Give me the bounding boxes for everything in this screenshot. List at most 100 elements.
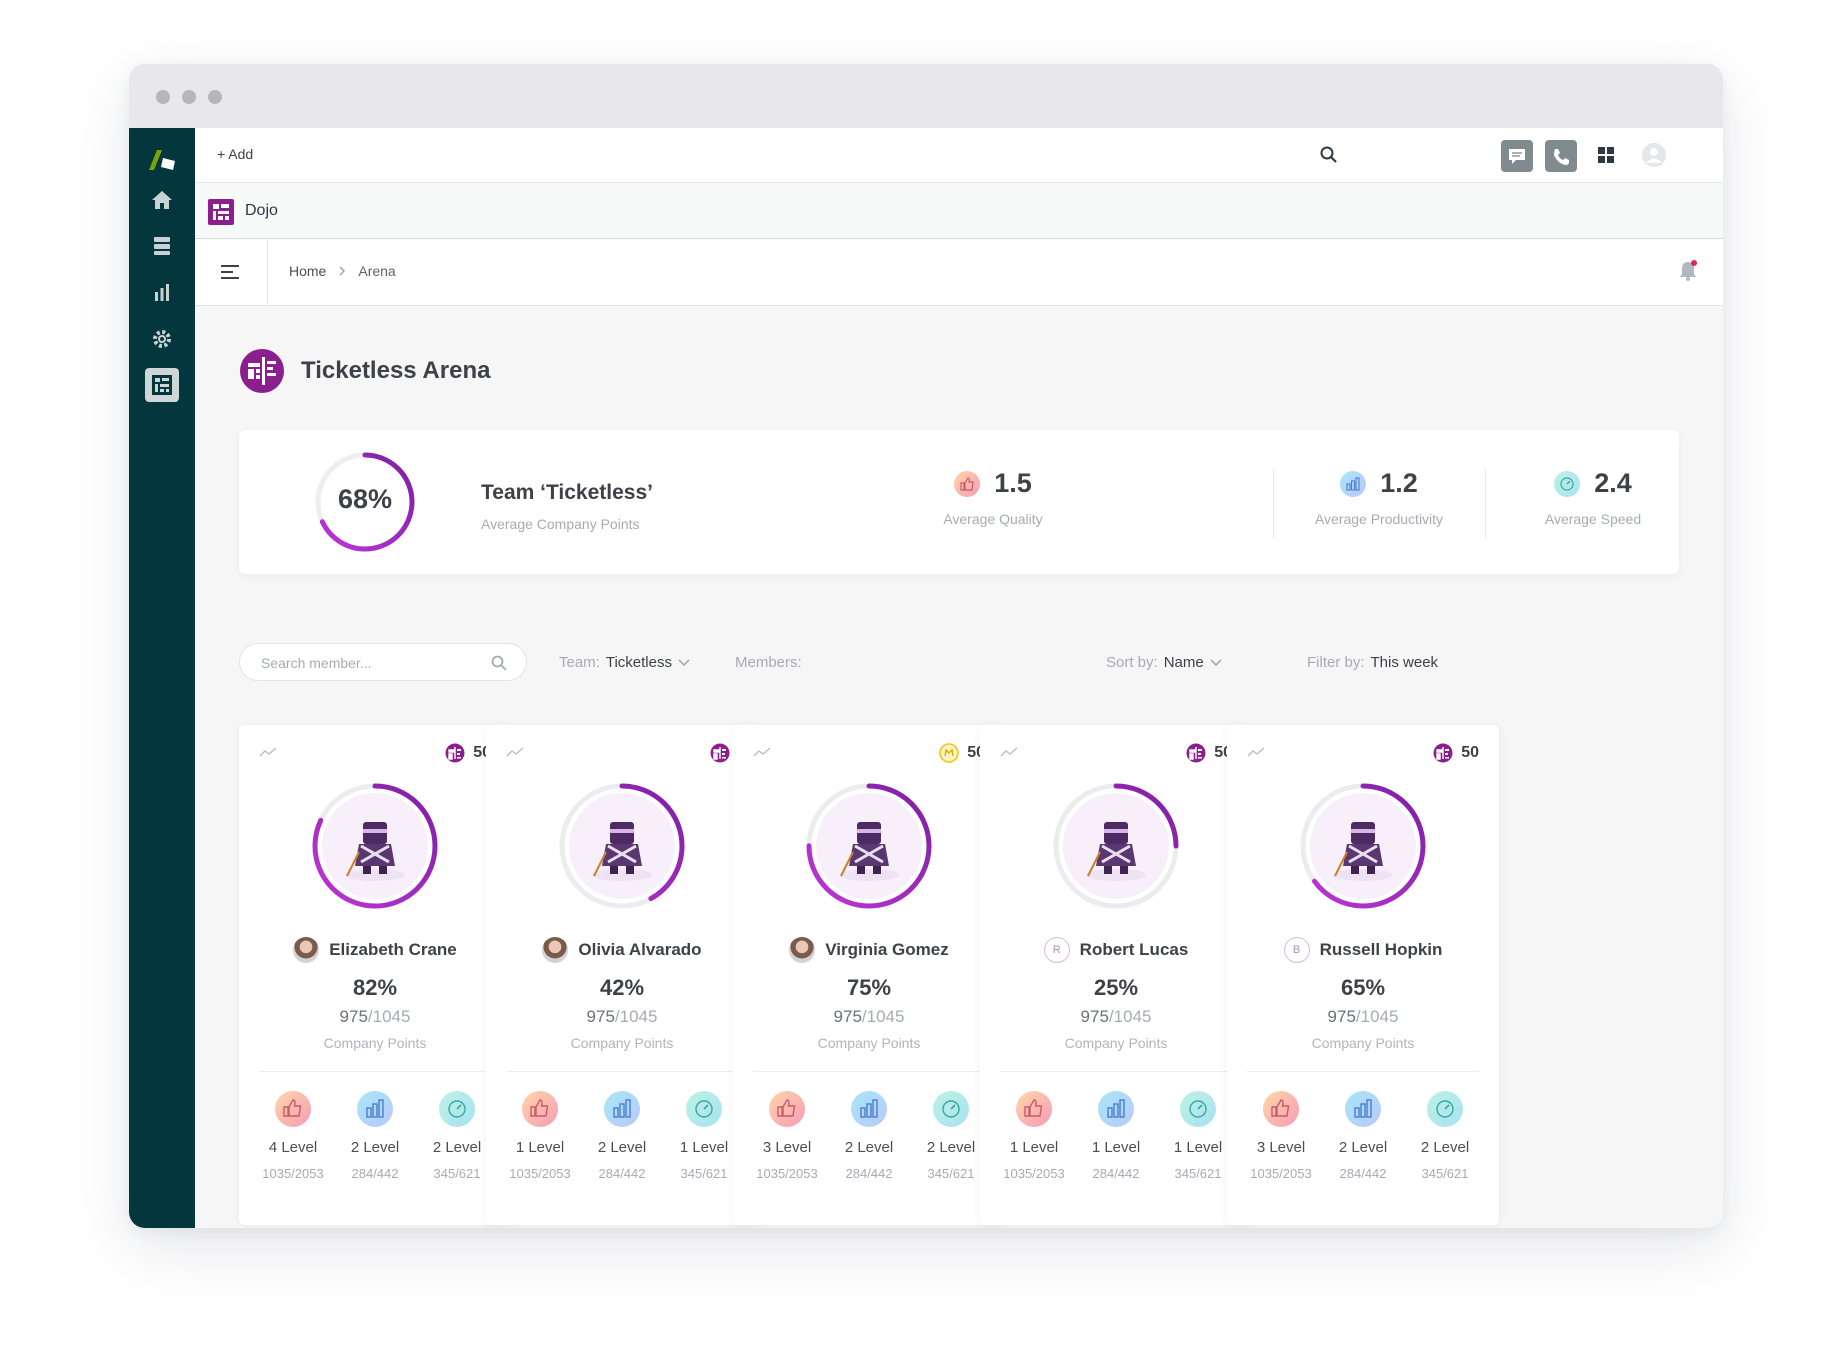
- search-icon[interactable]: [490, 654, 508, 672]
- team-name: Team ‘Ticketless’: [481, 481, 653, 504]
- ninja-avatar-icon: [346, 822, 395, 877]
- thumbs-up-icon: [769, 1091, 805, 1127]
- ninja-avatar-icon: [1087, 822, 1136, 877]
- coin-icon: [939, 743, 960, 763]
- member-stat: 4 Level 1035/2053: [257, 1091, 329, 1181]
- member-stat: 1 Level 1035/2053: [504, 1091, 576, 1181]
- chat-button[interactable]: [1501, 140, 1533, 172]
- divider: [753, 1071, 985, 1072]
- tickets-icon[interactable]: [150, 234, 174, 258]
- bar-chart-icon: [1345, 1091, 1381, 1127]
- trend-icon[interactable]: [1247, 747, 1265, 757]
- member-percent: 82%: [352, 975, 398, 1000]
- team-filter-dropdown[interactable]: Team: Ticketless: [559, 654, 690, 671]
- breadcrumb: Home Arena: [289, 263, 396, 279]
- window-close-dot[interactable]: [156, 90, 170, 104]
- phone-button[interactable]: [1545, 140, 1577, 172]
- team-summary-card: 68% Team ‘Ticketless’ Average Company Po…: [239, 430, 1679, 574]
- member-stats: 3 Level 1035/2053 2 Level 284/442 2 Level 345…: [1245, 1091, 1481, 1181]
- stat-level: 3 Level: [762, 1139, 812, 1156]
- trend-icon[interactable]: [753, 747, 771, 757]
- stat-level: 1 Level: [515, 1139, 565, 1156]
- thumbs-up-icon: [522, 1091, 558, 1127]
- member-card[interactable]: 50 Virginia Gomez 75% 975/1045 Company Point…: [733, 725, 1005, 1225]
- member-stat: 2 Level 284/442: [1327, 1091, 1399, 1181]
- member-name[interactable]: Robert Lucas: [1079, 940, 1189, 959]
- dojo-badge-icon: [445, 743, 465, 763]
- divider: [1000, 1071, 1232, 1072]
- stat-score: 284/442: [1339, 1166, 1387, 1181]
- productivity-label: Average Productivity: [1314, 511, 1444, 527]
- home-icon[interactable]: [150, 188, 174, 212]
- ninja-avatar-icon: [593, 822, 642, 877]
- member-name-row: B Russell Hopkin: [1227, 937, 1499, 963]
- zendesk-logo-icon[interactable]: [149, 148, 177, 172]
- chevron-down-icon: [1210, 658, 1222, 666]
- member-card[interactable]: Olivia Alvarado 42% 975/1045 Company Points…: [486, 725, 758, 1225]
- avatar: [293, 937, 320, 963]
- member-stat: 1 Level 345/621: [1162, 1091, 1234, 1181]
- period-filter-label: Filter by:: [1307, 654, 1365, 671]
- breadcrumb-home[interactable]: Home: [289, 263, 327, 279]
- trend-icon[interactable]: [506, 747, 524, 757]
- bar-chart-icon: [357, 1091, 393, 1127]
- apps-grid-icon[interactable]: [1597, 146, 1615, 164]
- speedometer-icon: [1554, 470, 1581, 497]
- stat-level: 2 Level: [926, 1139, 976, 1156]
- stat-score: 345/621: [680, 1166, 728, 1181]
- dojo-badge-icon: [1433, 743, 1453, 763]
- window-maximize-dot[interactable]: [208, 90, 222, 104]
- members-filter-dropdown[interactable]: Members:: [735, 654, 802, 671]
- chat-icon: [1509, 149, 1525, 164]
- bar-chart-icon: [851, 1091, 887, 1127]
- member-progress-ring: [312, 783, 438, 909]
- trend-icon[interactable]: [1000, 747, 1018, 757]
- member-points-badge: 50: [1433, 743, 1479, 763]
- stat-score: 284/442: [845, 1166, 893, 1181]
- member-card[interactable]: 50 Elizabeth Crane 82% 975/1045 Company Poin…: [239, 725, 511, 1225]
- member-name[interactable]: Virginia Gomez: [825, 940, 949, 959]
- window-minimize-dot[interactable]: [182, 90, 196, 104]
- member-percent: 75%: [846, 975, 892, 1000]
- trend-icon[interactable]: [259, 747, 277, 757]
- window-chrome: [129, 64, 1723, 128]
- member-stat: 2 Level 345/621: [421, 1091, 493, 1181]
- member-name-row: Virginia Gomez: [733, 937, 1005, 963]
- productivity-value: 1.2: [1380, 468, 1418, 498]
- thumbs-up-icon: [1016, 1091, 1052, 1127]
- member-stat: 2 Level 284/442: [833, 1091, 905, 1181]
- member-stat: 2 Level 345/621: [915, 1091, 987, 1181]
- app-window: + Add Dojo Home Arena: [129, 64, 1723, 1228]
- member-card[interactable]: 50 R Robert Lucas 25% 975/1045 Company Points…: [980, 725, 1252, 1225]
- speed-label: Average Speed: [1544, 511, 1642, 527]
- reports-icon[interactable]: [150, 280, 174, 304]
- bell-icon[interactable]: [1677, 259, 1699, 283]
- divider: [1273, 468, 1274, 538]
- breadcrumb-current: Arena: [358, 263, 396, 279]
- member-progress-ring: [1053, 783, 1179, 909]
- stat-level: 2 Level: [1420, 1139, 1470, 1156]
- dojo-app-icon[interactable]: [145, 368, 179, 402]
- member-stats: 1 Level 1035/2053 1 Level 284/442 1 Level 345…: [998, 1091, 1234, 1181]
- stat-level: 4 Level: [268, 1139, 318, 1156]
- stat-level: 2 Level: [844, 1139, 894, 1156]
- member-points-label: Company Points: [323, 1035, 427, 1051]
- search-input[interactable]: Search member...: [239, 643, 527, 681]
- sort-dropdown[interactable]: Sort by: Name: [1106, 654, 1222, 671]
- member-name[interactable]: Russell Hopkin: [1319, 940, 1443, 959]
- menu-icon[interactable]: [221, 264, 239, 280]
- stat-score: 1035/2053: [509, 1166, 571, 1181]
- stat-score: 284/442: [1092, 1166, 1140, 1181]
- member-stat: 2 Level 345/621: [1409, 1091, 1481, 1181]
- member-name[interactable]: Elizabeth Crane: [329, 940, 457, 959]
- member-card[interactable]: 50 B Russell Hopkin 65% 975/1045 Company Poin…: [1227, 725, 1499, 1225]
- settings-icon[interactable]: [150, 327, 174, 351]
- stat-score: 345/621: [927, 1166, 975, 1181]
- member-name[interactable]: Olivia Alvarado: [578, 940, 702, 959]
- add-button[interactable]: + Add: [217, 146, 254, 162]
- search-icon[interactable]: [1319, 145, 1339, 165]
- divider: [267, 239, 268, 306]
- profile-icon[interactable]: [1641, 142, 1667, 168]
- member-percent: 65%: [1340, 975, 1386, 1000]
- period-filter-dropdown[interactable]: Filter by: This week: [1307, 654, 1438, 671]
